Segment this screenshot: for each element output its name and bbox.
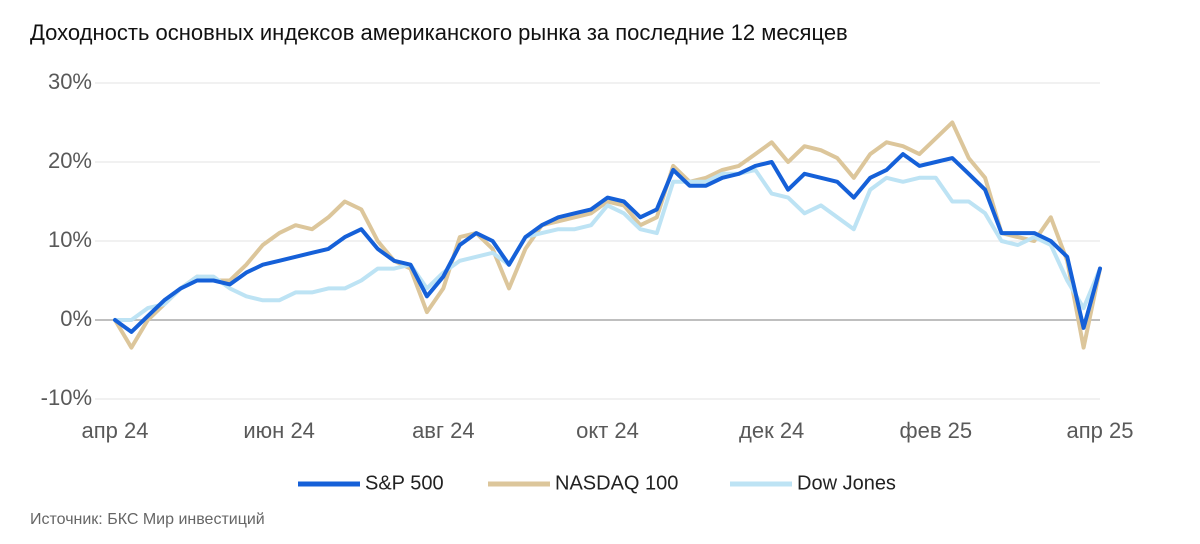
x-tick-label: авг 24 [412, 418, 475, 443]
x-tick-label: апр 25 [1067, 418, 1134, 443]
x-tick-label: апр 24 [82, 418, 149, 443]
x-tick-label: дек 24 [739, 418, 804, 443]
series-line [113, 167, 1102, 322]
y-tick-label: 30% [48, 69, 92, 94]
legend-label: S&P 500 [365, 472, 444, 494]
legend-label: Dow Jones [797, 472, 896, 494]
y-tick-label: 10% [48, 227, 92, 252]
chart-title: Доходность основных индексов американско… [30, 20, 848, 45]
legend-label: NASDAQ 100 [555, 472, 678, 494]
y-tick-label: 20% [48, 148, 92, 173]
y-tick-label: -10% [41, 385, 92, 410]
series-line [113, 152, 1102, 334]
x-tick-label: июн 24 [243, 418, 315, 443]
series-line [113, 120, 1102, 350]
source-note: Источник: БКС Мир инвестиций [30, 511, 265, 528]
x-tick-label: окт 24 [576, 418, 639, 443]
y-tick-label: 0% [60, 306, 92, 331]
x-tick-label: фев 25 [900, 418, 973, 443]
